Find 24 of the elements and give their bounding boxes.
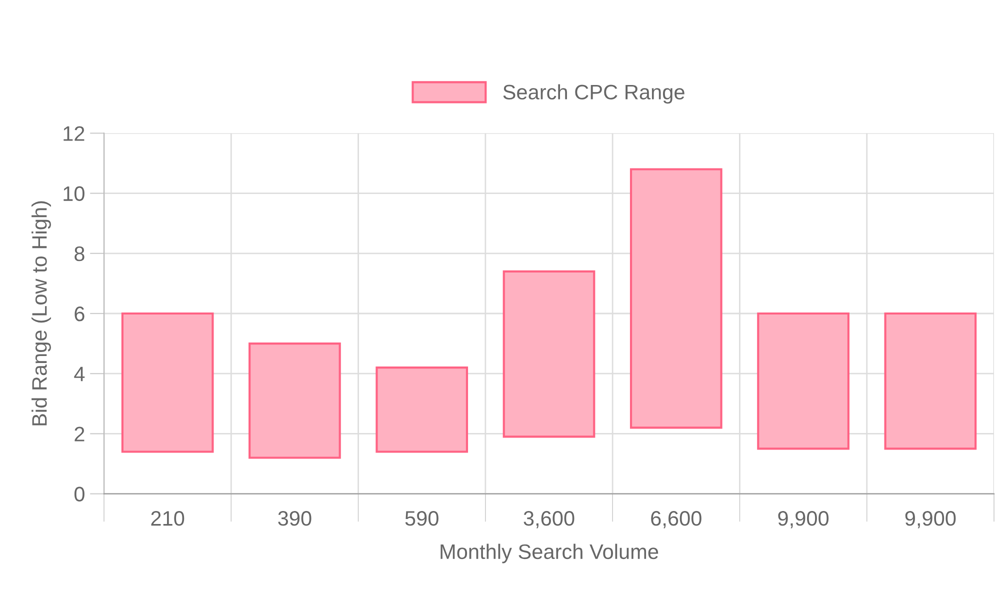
- x-axis-title: Monthly Search Volume: [440, 544, 658, 564]
- x-tick-label: 9,900: [778, 511, 829, 528]
- bar: [376, 366, 468, 453]
- bar: [121, 312, 214, 453]
- y-tick-label: 12: [64, 126, 84, 141]
- bar: [502, 270, 596, 438]
- x-tick-label: 9,900: [905, 511, 956, 528]
- y-tick-label: 0: [74, 486, 84, 502]
- bar: [248, 342, 341, 459]
- legend-label: Search CPC Range: [503, 84, 684, 104]
- x-tick-label: 390: [278, 511, 312, 526]
- x-tick-label: 3,600: [524, 511, 574, 528]
- bar: [884, 312, 977, 450]
- y-tick-label: 2: [74, 426, 84, 442]
- y-tick-label: 4: [74, 366, 85, 382]
- x-tick-label: 590: [405, 511, 438, 526]
- x-tick-label: 210: [151, 511, 184, 526]
- y-axis-title: Bid Range (Low to High): [32, 201, 51, 426]
- y-tick-label: 8: [74, 246, 84, 262]
- y-tick-label: 10: [64, 186, 84, 202]
- bar: [757, 312, 850, 450]
- y-tick-label: 6: [74, 306, 84, 322]
- bar: [630, 168, 722, 429]
- x-tick-label: 6,600: [651, 511, 702, 528]
